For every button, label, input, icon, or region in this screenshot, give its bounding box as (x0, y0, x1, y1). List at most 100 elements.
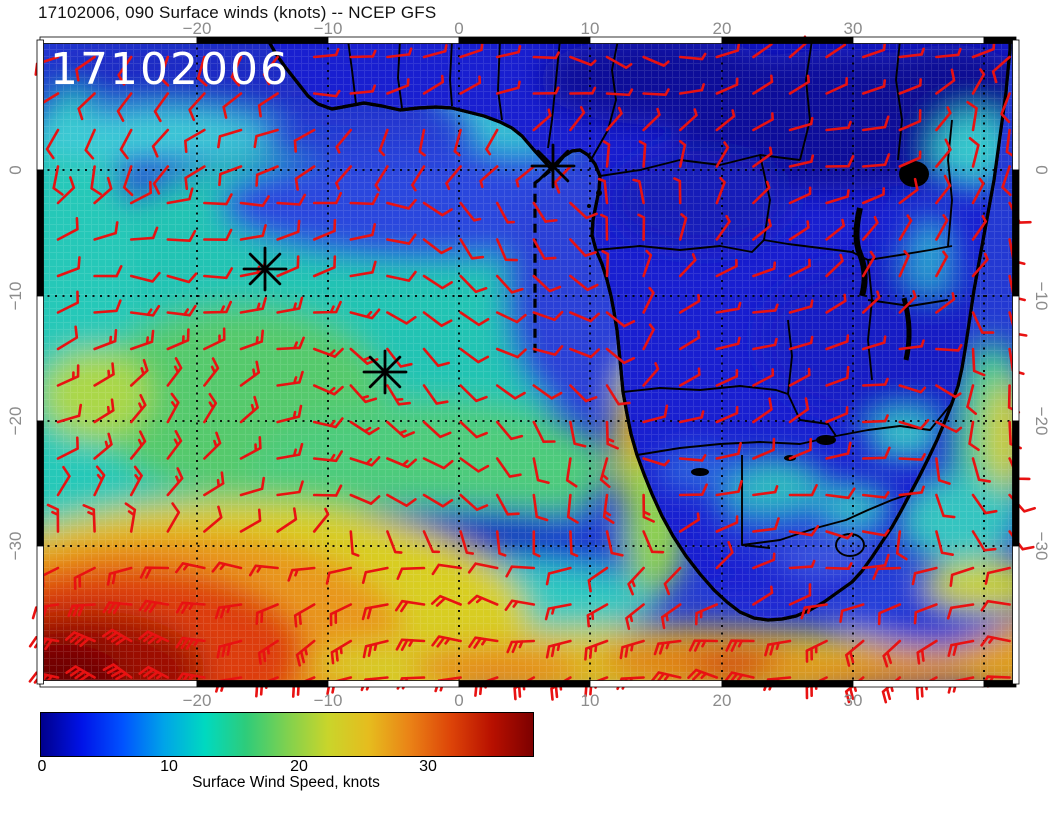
wind-barb (395, 638, 426, 651)
wind-barb (495, 274, 524, 294)
wind-barb (468, 636, 499, 649)
wind-barb (861, 446, 891, 460)
wind-barb (788, 335, 814, 351)
wind-barb (386, 347, 413, 368)
wind-barb (569, 347, 601, 359)
wind-barb (545, 639, 572, 659)
wind-barb (565, 457, 578, 488)
wind-barb (532, 345, 564, 356)
wind-barb (678, 108, 698, 132)
wind-barb (459, 42, 484, 59)
wind-barb (329, 603, 353, 627)
wind-barb (293, 603, 316, 628)
wind-barb (584, 639, 609, 661)
wind-barb (935, 138, 952, 168)
wind-barb (752, 585, 774, 606)
wind-barb (166, 187, 194, 205)
wind-barb (532, 457, 550, 485)
wind-barb (788, 583, 812, 606)
wind-barb (459, 493, 489, 511)
wind-barb (569, 238, 597, 257)
wind-barb (935, 214, 949, 241)
wind-barb (138, 599, 170, 613)
wind-barb (1000, 92, 1011, 124)
wind-barb (687, 668, 719, 681)
wind-barb (898, 249, 910, 278)
colorbar-tick: 0 (37, 758, 47, 775)
wind-barb (653, 639, 682, 656)
wind-barb (159, 55, 170, 87)
wind-barb (56, 176, 76, 205)
wind-barb (422, 420, 452, 439)
wind-barb (276, 442, 304, 460)
wind-barb (605, 420, 619, 450)
wind-barb (166, 229, 197, 243)
wind-barb (569, 530, 579, 558)
wind-barb (642, 530, 665, 554)
wind-barb (911, 566, 938, 586)
wind-barb (971, 177, 985, 205)
wind-barb (971, 68, 986, 95)
wind-barb (650, 671, 682, 684)
wind-barb (422, 457, 454, 470)
wind-barb (825, 530, 853, 540)
station-marker (530, 143, 576, 189)
station-marker (362, 349, 408, 395)
wind-barb (166, 328, 190, 351)
wind-barb (56, 364, 80, 387)
wind-barb (980, 635, 1011, 647)
wind-barb (453, 128, 462, 157)
lon-tick-label: −10 (314, 691, 343, 710)
wind-barb (673, 177, 682, 205)
wind-barb (861, 529, 890, 537)
station-marker (242, 246, 288, 292)
colorbar-tick: 20 (290, 758, 308, 775)
wind-barb (124, 502, 137, 533)
wind-barb (532, 310, 564, 322)
wind-barb (532, 108, 552, 132)
wind-barb (349, 308, 381, 320)
wind-barb (601, 249, 610, 278)
wind-barb (678, 367, 701, 387)
wind-barb (119, 128, 133, 160)
wind-barb (627, 566, 645, 596)
wind-barb (605, 311, 636, 328)
wind-barb (287, 566, 316, 582)
wind-barb (935, 343, 963, 352)
wind-barb (725, 639, 755, 652)
wind-barb (378, 128, 389, 157)
wind-barb (678, 410, 705, 424)
wind-barb (116, 92, 133, 122)
wind-barb (898, 453, 926, 461)
coastline (266, 38, 1012, 622)
wind-barb (239, 360, 261, 387)
wind-barb (898, 150, 922, 168)
wind-barb (495, 44, 522, 59)
colorbar-gradient (41, 713, 533, 756)
wind-barb (935, 420, 963, 433)
wind-barb (203, 300, 233, 314)
wind-barb (913, 603, 938, 625)
wind-barb (349, 420, 380, 436)
wind-barb (898, 47, 925, 59)
wind-barb (825, 441, 852, 460)
wind-barb (694, 603, 719, 626)
wind-barb (349, 223, 377, 241)
wind-barb (175, 562, 206, 574)
wind-barb (605, 530, 624, 557)
wind-barb (276, 193, 307, 206)
wind-barb (715, 441, 742, 460)
wind-barb (349, 384, 378, 404)
wind-barb (752, 485, 779, 497)
wind-barb (861, 79, 887, 95)
wind-barb (295, 639, 316, 667)
wind-barb (980, 599, 1011, 612)
wind-barb (825, 562, 853, 570)
wind-barb (632, 178, 645, 205)
wind-barb (84, 128, 96, 160)
wind-barb (422, 201, 453, 217)
wind-barb (788, 437, 813, 460)
wind-barb (642, 107, 661, 132)
mesh-texture (40, 40, 1016, 684)
